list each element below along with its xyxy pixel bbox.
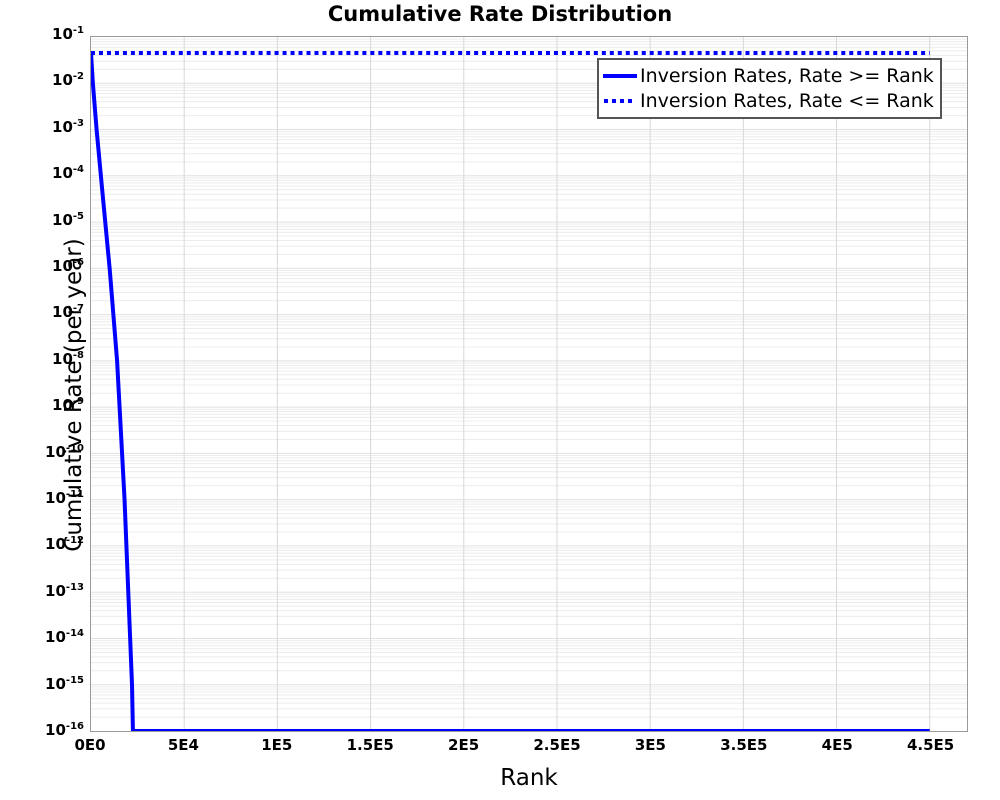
x-tick-label: 1E5 bbox=[261, 736, 293, 754]
y-tick-label: 10-4 bbox=[52, 164, 84, 183]
x-tick-label: 4E5 bbox=[821, 736, 853, 754]
y-tick-label: 10-6 bbox=[52, 257, 84, 275]
gridlines bbox=[91, 37, 967, 731]
x-tick-label: 1.5E5 bbox=[346, 736, 394, 754]
series-0 bbox=[91, 52, 930, 731]
x-tick-label: 2.5E5 bbox=[533, 736, 581, 754]
x-axis-title: Rank bbox=[90, 765, 968, 791]
x-tick-label: 4.5E5 bbox=[906, 736, 955, 754]
y-tick-label: 10-11 bbox=[45, 489, 84, 507]
y-tick-label: 10-9 bbox=[52, 396, 84, 415]
y-tick-label: 10-16 bbox=[45, 721, 84, 739]
x-tick-label: 5E4 bbox=[167, 736, 199, 754]
solid-line-swatch bbox=[603, 68, 637, 84]
y-tick-label: 10-12 bbox=[45, 535, 84, 554]
x-tick-label: 3E5 bbox=[634, 736, 666, 754]
legend-item-rate-le-rank[interactable]: Inversion Rates, Rate <= Rank bbox=[603, 88, 934, 113]
plot-area bbox=[90, 36, 968, 732]
y-tick-label: 10-1 bbox=[52, 25, 84, 43]
y-tick-label: 10-2 bbox=[52, 71, 84, 90]
y-tick-label: 10-3 bbox=[52, 117, 84, 136]
x-tick-label: 0E0 bbox=[74, 736, 106, 754]
chart-title: Cumulative Rate Distribution bbox=[327, 2, 673, 26]
y-tick-label: 10-8 bbox=[52, 349, 84, 368]
x-axis-title-text: Rank bbox=[500, 765, 558, 791]
chart-legend[interactable]: Inversion Rates, Rate >= Rank Inversion … bbox=[597, 58, 942, 119]
data-series-layer bbox=[91, 51, 930, 731]
legend-label-rate-le-rank: Inversion Rates, Rate <= Rank bbox=[640, 89, 934, 112]
y-tick-label: 10-13 bbox=[45, 581, 84, 600]
legend-item-rate-ge-rank[interactable]: Inversion Rates, Rate >= Rank bbox=[603, 63, 934, 88]
y-tick-label: 10-14 bbox=[45, 628, 84, 647]
y-tick-label: 10-15 bbox=[45, 674, 84, 693]
x-tick-label: 2E5 bbox=[448, 736, 480, 754]
x-tick-label: 3.5E5 bbox=[720, 736, 768, 754]
dotted-line-swatch bbox=[603, 93, 637, 109]
legend-label-rate-ge-rank: Inversion Rates, Rate >= Rank bbox=[640, 64, 934, 87]
y-tick-label: 10-7 bbox=[52, 303, 84, 322]
y-tick-label: 10-5 bbox=[52, 210, 84, 229]
y-tick-label: 10-10 bbox=[45, 442, 84, 461]
